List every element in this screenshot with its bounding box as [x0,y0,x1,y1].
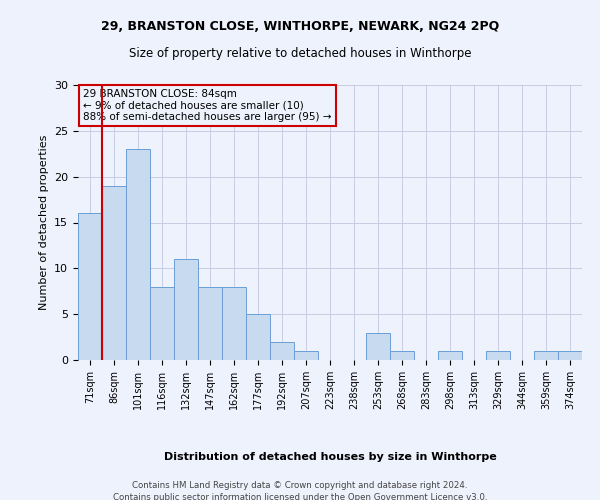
Bar [174,259,198,360]
Text: 29, BRANSTON CLOSE, WINTHORPE, NEWARK, NG24 2PQ: 29, BRANSTON CLOSE, WINTHORPE, NEWARK, N… [101,20,499,33]
Bar [102,186,126,360]
Bar [486,351,510,360]
Bar [270,342,294,360]
Text: Distribution of detached houses by size in Winthorpe: Distribution of detached houses by size … [164,452,496,462]
Text: Size of property relative to detached houses in Winthorpe: Size of property relative to detached ho… [129,48,471,60]
Bar [150,286,174,360]
Text: Contains HM Land Registry data © Crown copyright and database right 2024.: Contains HM Land Registry data © Crown c… [132,481,468,490]
Bar [198,286,222,360]
Bar [246,314,270,360]
Bar [390,351,414,360]
Text: 29 BRANSTON CLOSE: 84sqm
← 9% of detached houses are smaller (10)
88% of semi-de: 29 BRANSTON CLOSE: 84sqm ← 9% of detache… [83,89,332,122]
Bar [126,149,150,360]
Bar [222,286,246,360]
Bar [438,351,462,360]
Bar [366,332,390,360]
Text: Contains public sector information licensed under the Open Government Licence v3: Contains public sector information licen… [113,492,487,500]
Bar [294,351,318,360]
Bar [534,351,558,360]
Y-axis label: Number of detached properties: Number of detached properties [38,135,49,310]
Bar [78,214,102,360]
Bar [558,351,582,360]
